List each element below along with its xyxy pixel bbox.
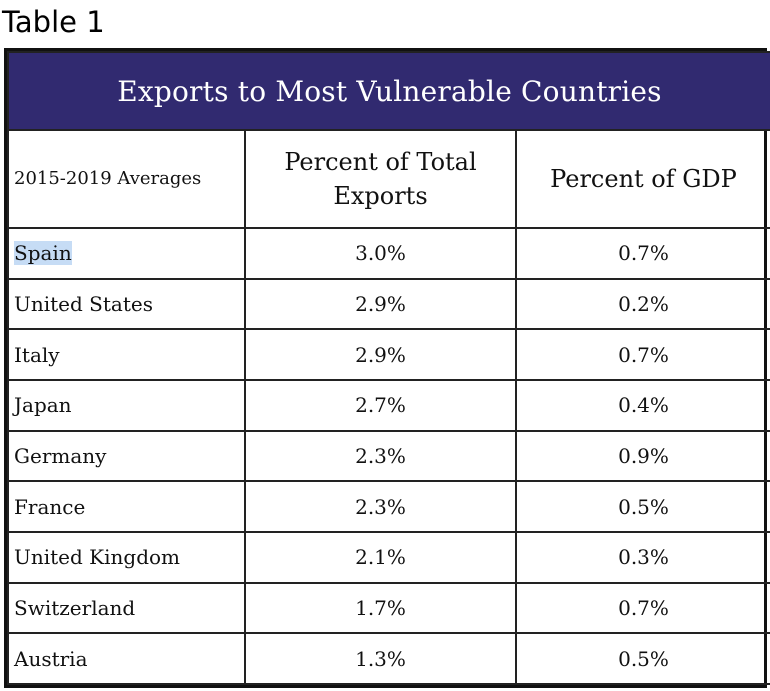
country-cell[interactable]: United Kingdom [7, 530, 246, 584]
country-name: Spain [14, 241, 72, 266]
percent-exports-cell[interactable]: 3.0% [244, 227, 517, 280]
percent-exports-cell[interactable]: 2.3% [244, 429, 517, 483]
percent-exports-cell[interactable]: 2.7% [244, 378, 517, 432]
country-cell[interactable]: United States [7, 277, 246, 331]
table-row: United Kingdom 2.1% 0.3% [7, 530, 770, 584]
country-cell[interactable]: France [7, 480, 246, 533]
country-cell[interactable]: Austria [7, 632, 246, 685]
percent-gdp-cell[interactable]: 0.5% [515, 632, 770, 685]
column-header-row: 2015-2019 Averages Percent of Total Expo… [7, 129, 770, 229]
country-name: United States [14, 291, 153, 316]
table-row: Austria 1.3% 0.5% [7, 632, 770, 685]
country-name: Germany [14, 443, 107, 468]
column-header-percent-exports: Percent of Total Exports [244, 129, 517, 229]
exports-table-container: Exports to Most Vulnerable Countries 201… [4, 48, 770, 688]
table-title-row: Exports to Most Vulnerable Countries [7, 51, 770, 131]
country-name: Austria [14, 646, 88, 671]
country-name: Japan [14, 393, 72, 418]
country-name: France [14, 494, 86, 519]
percent-gdp-cell[interactable]: 0.5% [515, 480, 770, 533]
row-header-label: 2015-2019 Averages [7, 129, 246, 229]
table-row: Japan 2.7% 0.4% [7, 378, 770, 432]
percent-exports-cell[interactable]: 2.1% [244, 530, 517, 584]
table-body: Spain 3.0% 0.7% United States 2.9% 0.2% Italy 2… [7, 227, 770, 685]
percent-gdp-cell[interactable]: 0.7% [515, 581, 770, 635]
percent-exports-cell[interactable]: 2.9% [244, 277, 517, 331]
table-caption: Table 1 [2, 5, 105, 39]
table-row: France 2.3% 0.5% [7, 480, 770, 533]
table-row: Germany 2.3% 0.9% [7, 429, 770, 483]
table-row: United States 2.9% 0.2% [7, 277, 770, 331]
percent-exports-cell[interactable]: 2.3% [244, 480, 517, 533]
percent-exports-cell[interactable]: 1.3% [244, 632, 517, 685]
table-title: Exports to Most Vulnerable Countries [7, 51, 770, 131]
percent-exports-cell[interactable]: 1.7% [244, 581, 517, 635]
country-cell[interactable]: Japan [7, 378, 246, 432]
exports-table: Exports to Most Vulnerable Countries 201… [7, 51, 770, 685]
country-name: Switzerland [14, 595, 136, 620]
country-cell[interactable]: Italy [7, 328, 246, 381]
table-row: Switzerland 1.7% 0.7% [7, 581, 770, 635]
table-row: Spain 3.0% 0.7% [7, 227, 770, 280]
percent-exports-cell[interactable]: 2.9% [244, 328, 517, 381]
percent-gdp-cell[interactable]: 0.4% [515, 378, 770, 432]
country-name: United Kingdom [14, 545, 180, 570]
percent-gdp-cell[interactable]: 0.2% [515, 277, 770, 331]
column-header-percent-gdp: Percent of GDP [515, 129, 770, 229]
country-cell[interactable]: Germany [7, 429, 246, 483]
percent-gdp-cell[interactable]: 0.9% [515, 429, 770, 483]
percent-gdp-cell[interactable]: 0.7% [515, 227, 770, 280]
percent-gdp-cell[interactable]: 0.7% [515, 328, 770, 381]
country-cell[interactable]: Spain [7, 227, 246, 280]
country-name: Italy [14, 342, 60, 367]
percent-gdp-cell[interactable]: 0.3% [515, 530, 770, 584]
country-cell[interactable]: Switzerland [7, 581, 246, 635]
table-row: Italy 2.9% 0.7% [7, 328, 770, 381]
